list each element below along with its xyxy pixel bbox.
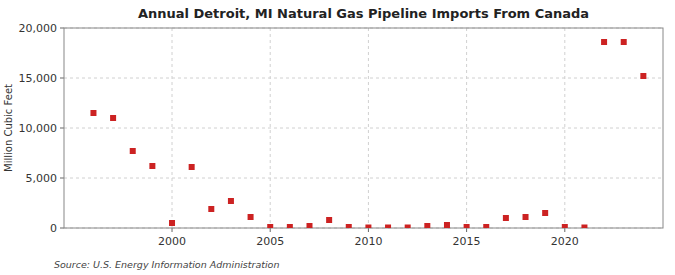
x-grid-line: [466, 28, 467, 228]
point: [621, 39, 627, 45]
x-tick: [172, 228, 173, 232]
point: [385, 225, 391, 229]
point: [208, 206, 214, 212]
x-grid-line: [172, 28, 173, 228]
point: [110, 115, 116, 121]
chart: 0 5,000 10,000 15,000 20,000 2000 2005 2010 2015…: [0, 0, 675, 275]
y-axis-label: Million Cubic Feet: [3, 84, 14, 172]
point: [248, 214, 254, 220]
point: [149, 163, 155, 169]
point: [464, 224, 470, 228]
point: [365, 225, 371, 229]
y-tick-label: 0: [50, 222, 57, 235]
x-tick-label: 2015: [453, 235, 481, 248]
x-tick-label: 2000: [158, 235, 186, 248]
x-grid-line: [368, 28, 369, 228]
points: [90, 39, 646, 228]
point: [601, 39, 607, 45]
point: [306, 223, 312, 228]
axes: 0 5,000 10,000 15,000 20,000 2000 2005 2010 2015…: [19, 22, 664, 248]
point: [483, 224, 489, 228]
point: [542, 210, 548, 216]
point: [267, 224, 273, 228]
point: [228, 198, 234, 204]
point: [326, 217, 332, 223]
y-tick: [60, 228, 64, 229]
title: Annual Detroit, MI Natural Gas Pipeline …: [138, 6, 589, 21]
point: [503, 215, 509, 221]
grid: [64, 28, 663, 228]
point: [130, 148, 136, 154]
point: [523, 214, 529, 220]
point: [405, 225, 411, 229]
y-tick-label: 20,000: [19, 22, 58, 35]
y-grid-line: [64, 78, 663, 79]
point: [640, 73, 646, 79]
x-grid-line: [270, 28, 271, 228]
y-tick: [60, 178, 64, 179]
x-tick: [564, 228, 565, 232]
x-grid-line: [564, 28, 565, 228]
x-tick: [270, 228, 271, 232]
source-note: Source: U.S. Energy Information Administ…: [54, 259, 279, 270]
point: [581, 225, 587, 229]
point: [189, 164, 195, 170]
x-tick-label: 2010: [354, 235, 382, 248]
x-tick: [466, 228, 467, 232]
y-tick-label: 5,000: [26, 172, 58, 185]
y-tick: [60, 78, 64, 79]
x-tick-label: 2005: [256, 235, 284, 248]
y-tick-label: 15,000: [19, 72, 58, 85]
y-tick: [60, 28, 64, 29]
point: [424, 223, 430, 228]
y-tick-label: 10,000: [19, 122, 58, 135]
point: [287, 224, 293, 228]
point: [169, 220, 175, 226]
y-tick: [60, 128, 64, 129]
point: [562, 224, 568, 228]
x-tick: [368, 228, 369, 232]
plot-frame: [64, 28, 663, 228]
point: [444, 222, 450, 228]
x-tick-label: 2020: [551, 235, 579, 248]
point: [90, 110, 96, 116]
y-grid-line: [64, 128, 663, 129]
plot-area: [64, 28, 663, 228]
y-grid-line: [64, 178, 663, 179]
point: [346, 224, 352, 228]
